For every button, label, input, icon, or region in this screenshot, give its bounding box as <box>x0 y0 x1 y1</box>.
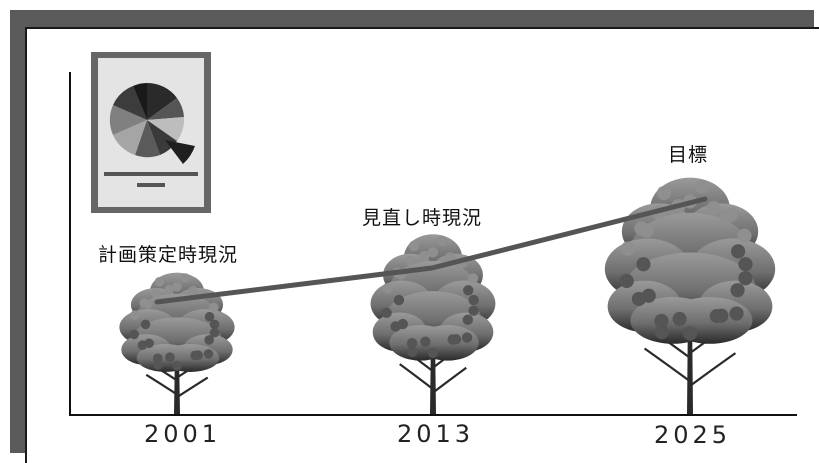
year-label-2001: 2001 <box>144 420 222 448</box>
year-label-2013: 2013 <box>397 420 475 448</box>
stage-label-review: 見直し時現況 <box>362 207 483 229</box>
tree-icon <box>370 234 496 414</box>
trend-line <box>154 196 708 305</box>
frame-shadow-top <box>10 10 814 27</box>
pie-chart-board-icon <box>91 52 211 213</box>
stage-label-baseline: 計画策定時現況 <box>98 244 239 266</box>
frame-shadow-left <box>10 10 25 453</box>
stage-label-target: 目標 <box>668 144 709 166</box>
year-label-2025: 2025 <box>654 421 732 449</box>
tree-icon <box>604 177 776 414</box>
